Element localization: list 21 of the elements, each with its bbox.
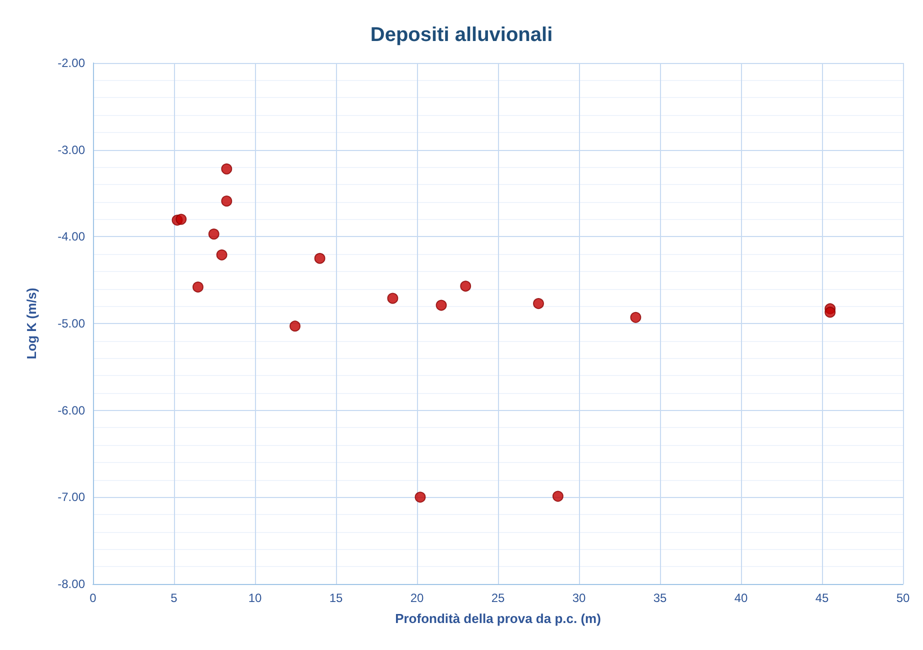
x-tick-label: 10 [248,591,262,605]
x-axis-title: Profondità della prova da p.c. (m) [395,611,601,626]
x-tick-label: 15 [329,591,343,605]
y-tick-label: -7.00 [58,490,86,504]
y-tick-label: -5.00 [58,316,86,330]
y-tick-label: -3.00 [58,142,86,157]
x-tick-label: 0 [90,591,97,605]
x-tick-label: 5 [170,591,178,605]
y-tick-label: -8.00 [58,577,86,591]
x-tick-label: 25 [491,591,505,605]
x-tick-label: 20 [410,591,424,605]
x-tick-label: 35 [653,591,667,605]
y-tick-label: -6.00 [58,403,86,418]
y-axis-title: Log K (m/s) [24,288,39,360]
y-tick-label: -2.00 [58,56,86,70]
y-tick-label: -4.00 [58,230,86,244]
x-tick-label: 45 [815,591,829,605]
x-tick-label: 30 [572,591,586,605]
chart-title: Depositi alluvionali [370,24,553,46]
x-tick-label: 40 [734,591,748,605]
x-tick-label: 50 [896,591,910,605]
